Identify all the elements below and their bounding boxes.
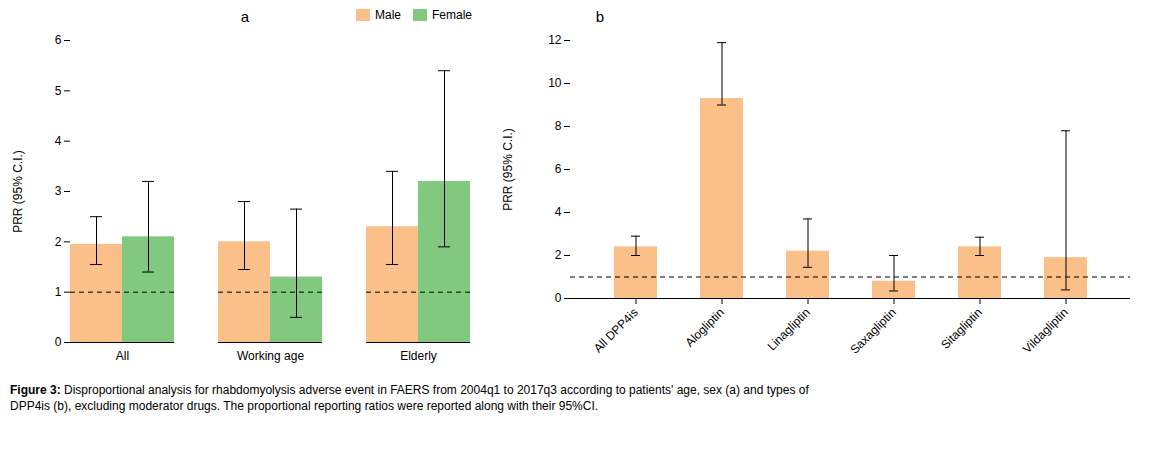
svg-text:2: 2 [555,248,562,262]
html-text:b: b [595,8,605,25]
svg-text:8: 8 [555,119,562,133]
svg-text:6: 6 [555,162,562,176]
svg-text:PRR (95% C.I.): PRR (95% C.I.) [11,150,25,233]
svg-text:5: 5 [55,84,62,98]
svg-text:4: 4 [55,134,62,148]
svg-text:0: 0 [555,291,562,305]
svg-text:6: 6 [55,33,62,47]
svg-text:4: 4 [555,205,562,219]
svg-text:2: 2 [55,235,62,249]
html-text:Female: Female [432,8,472,22]
svg-text:Saxagliptin: Saxagliptin [847,305,898,356]
svg-text:Vildagliptin: Vildagliptin [1020,305,1071,356]
svg-text:3: 3 [55,184,62,198]
svg-text:Elderly: Elderly [400,349,437,363]
svg-text:10: 10 [548,76,562,90]
svg-text:1: 1 [55,285,62,299]
svg-text:Sitagliptin: Sitagliptin [938,305,985,352]
svg-text:Linagliptin: Linagliptin [765,305,813,353]
svg-text:Working age: Working age [237,349,304,363]
svg-text:PRR (95% C.I.): PRR (95% C.I.) [501,128,515,211]
html-text:Figure 3: Disproportional anal: Figure 3: Disproportional analysis for r… [10,383,809,413]
html-text:Male: Male [375,8,401,22]
svg-text:12: 12 [548,33,562,47]
svg-text:All DPP4is: All DPP4is [591,305,641,355]
html-text:a: a [240,8,250,25]
svg-text:Alogliptin: Alogliptin [682,305,726,349]
svg-text:All: All [116,349,129,363]
svg-text:0: 0 [55,335,62,349]
